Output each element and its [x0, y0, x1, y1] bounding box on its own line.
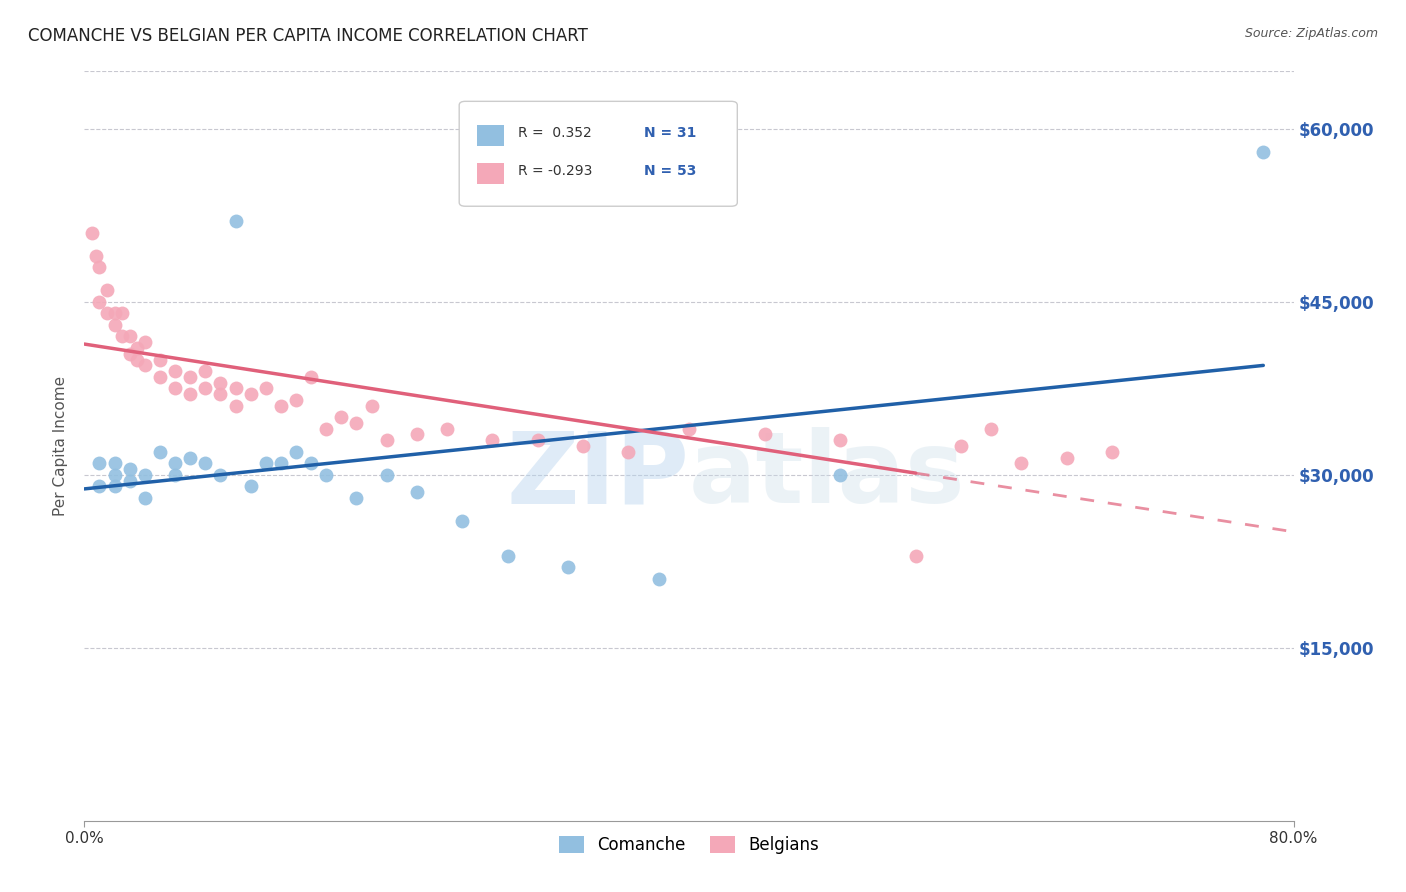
- Text: atlas: atlas: [689, 427, 966, 524]
- Point: [375, 467, 398, 482]
- Point: [451, 514, 474, 528]
- Legend: Comanche, Belgians: Comanche, Belgians: [553, 830, 825, 861]
- Point: [1253, 145, 1275, 159]
- Point: [617, 444, 640, 458]
- Point: [648, 572, 671, 586]
- Point: [830, 434, 852, 448]
- Point: [209, 376, 232, 390]
- Point: [179, 369, 201, 384]
- Point: [254, 456, 277, 470]
- Point: [315, 422, 337, 436]
- Point: [134, 467, 156, 482]
- Point: [179, 387, 201, 401]
- Text: R =  0.352: R = 0.352: [519, 126, 592, 140]
- Point: [225, 399, 247, 413]
- Point: [572, 439, 595, 453]
- Point: [299, 369, 322, 384]
- Point: [96, 284, 118, 298]
- Point: [270, 456, 292, 470]
- Point: [118, 474, 141, 488]
- Point: [980, 422, 1002, 436]
- Text: Source: ZipAtlas.com: Source: ZipAtlas.com: [1244, 27, 1378, 40]
- Point: [194, 364, 217, 378]
- Point: [285, 392, 308, 407]
- Point: [194, 381, 217, 395]
- Point: [165, 456, 187, 470]
- Point: [527, 434, 550, 448]
- Point: [285, 444, 308, 458]
- Point: [149, 444, 172, 458]
- Point: [1011, 456, 1033, 470]
- Point: [165, 381, 187, 395]
- Point: [179, 450, 201, 465]
- Point: [678, 422, 700, 436]
- FancyBboxPatch shape: [460, 102, 737, 206]
- Point: [209, 387, 232, 401]
- Point: [89, 260, 111, 275]
- Bar: [478, 125, 503, 145]
- Bar: [478, 162, 503, 184]
- Point: [330, 410, 353, 425]
- Point: [104, 456, 127, 470]
- Point: [270, 399, 292, 413]
- Point: [315, 467, 337, 482]
- Point: [406, 427, 429, 442]
- Point: [104, 467, 127, 482]
- Point: [165, 467, 187, 482]
- Point: [134, 491, 156, 505]
- Point: [86, 249, 108, 263]
- Text: COMANCHE VS BELGIAN PER CAPITA INCOME CORRELATION CHART: COMANCHE VS BELGIAN PER CAPITA INCOME CO…: [28, 27, 588, 45]
- Point: [209, 467, 232, 482]
- Point: [557, 560, 579, 574]
- Text: ZIP: ZIP: [506, 427, 689, 524]
- Point: [134, 359, 156, 373]
- Point: [496, 549, 519, 563]
- Point: [360, 399, 382, 413]
- Point: [950, 439, 973, 453]
- Point: [149, 352, 172, 367]
- Point: [346, 491, 368, 505]
- Point: [481, 434, 503, 448]
- Point: [80, 226, 103, 240]
- Point: [754, 427, 776, 442]
- Point: [904, 549, 927, 563]
- Point: [96, 306, 118, 320]
- Point: [299, 456, 322, 470]
- Text: N = 31: N = 31: [644, 126, 696, 140]
- Text: N = 53: N = 53: [644, 164, 696, 178]
- Point: [225, 214, 247, 228]
- Point: [194, 456, 217, 470]
- Point: [111, 306, 134, 320]
- Point: [104, 479, 127, 493]
- Point: [830, 467, 852, 482]
- Point: [254, 381, 277, 395]
- Text: R = -0.293: R = -0.293: [519, 164, 593, 178]
- Point: [134, 335, 156, 350]
- Y-axis label: Per Capita Income: Per Capita Income: [53, 376, 69, 516]
- Point: [118, 347, 141, 361]
- Point: [165, 364, 187, 378]
- Point: [225, 381, 247, 395]
- Point: [118, 329, 141, 343]
- Point: [127, 352, 149, 367]
- Point: [346, 416, 368, 430]
- Point: [1056, 450, 1078, 465]
- Point: [118, 462, 141, 476]
- Point: [149, 369, 172, 384]
- Point: [89, 456, 111, 470]
- Point: [89, 479, 111, 493]
- Point: [104, 318, 127, 332]
- Point: [239, 479, 262, 493]
- Point: [436, 422, 458, 436]
- Point: [89, 294, 111, 309]
- Point: [1101, 444, 1123, 458]
- Point: [111, 329, 134, 343]
- Point: [104, 306, 127, 320]
- Point: [239, 387, 262, 401]
- Point: [406, 485, 429, 500]
- Point: [375, 434, 398, 448]
- Point: [127, 341, 149, 355]
